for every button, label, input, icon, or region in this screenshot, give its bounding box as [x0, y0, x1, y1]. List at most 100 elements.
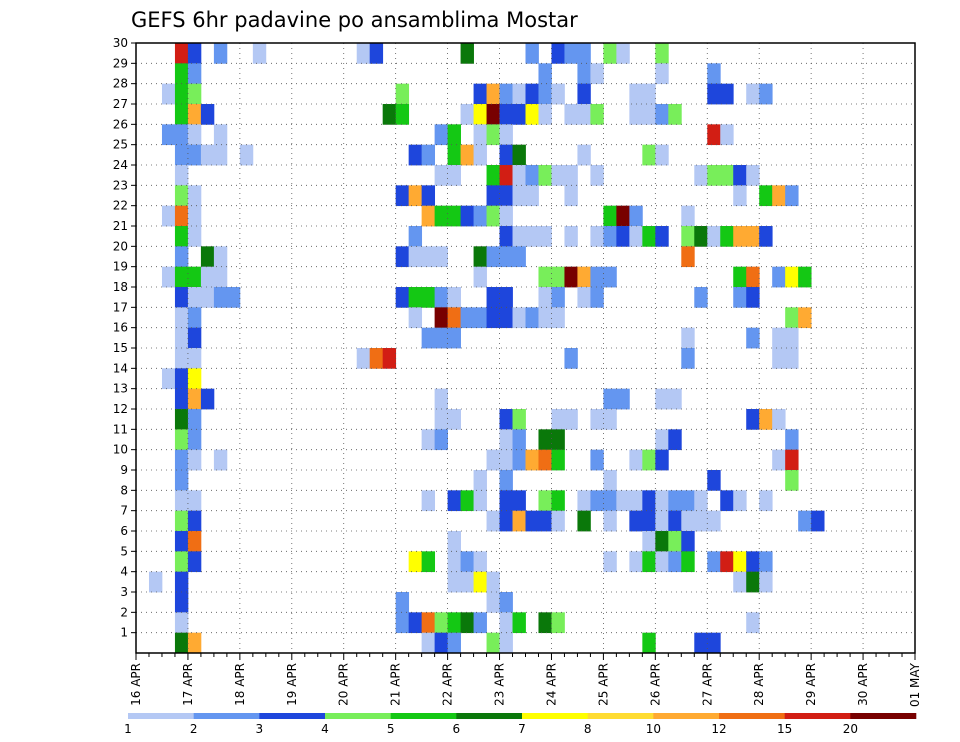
heatmap-cell	[564, 165, 578, 186]
heatmap-cell	[785, 327, 799, 349]
x-tick-label: 17 APR	[181, 663, 195, 706]
heatmap-cell	[668, 429, 682, 451]
heatmap-cell	[642, 551, 656, 573]
heatmap-cell	[668, 551, 682, 573]
heatmap-cell	[200, 266, 215, 288]
heatmap-cell	[187, 104, 202, 125]
x-tick-label: 20 APR	[337, 663, 351, 706]
heatmap-cell	[187, 490, 202, 512]
heatmap-cell	[187, 287, 202, 308]
heatmap-cell	[629, 551, 643, 573]
heatmap-cell	[525, 185, 539, 207]
heatmap-cell	[525, 104, 539, 125]
heatmap-cell	[655, 144, 669, 166]
heatmap-cell	[369, 43, 384, 64]
heatmap-cell	[551, 449, 565, 471]
y-tick-label: 17	[113, 300, 128, 314]
heatmap-cell	[447, 409, 461, 430]
y-tick-label: 9	[120, 463, 128, 477]
y-tick-label: 16	[113, 321, 128, 335]
heatmap-cell	[590, 409, 604, 430]
heatmap-cell	[720, 83, 734, 105]
heatmap-cell	[720, 490, 734, 512]
heatmap-cell	[538, 490, 552, 512]
heatmap-cell	[681, 551, 695, 573]
heatmap-cell	[512, 83, 526, 105]
heatmap-cell	[772, 266, 786, 288]
heatmap-cell	[187, 409, 202, 430]
heatmap-cell	[720, 165, 734, 186]
heatmap-cell	[785, 266, 799, 288]
heatmap-cell	[213, 43, 228, 64]
heatmap-cell	[434, 246, 448, 268]
heatmap-cell	[161, 205, 176, 227]
heatmap-cell	[707, 63, 721, 85]
heatmap-cell	[239, 144, 254, 166]
heatmap-cell	[525, 83, 539, 105]
heatmap-cell	[642, 510, 656, 532]
heatmap-cell	[408, 226, 423, 247]
heatmap-cell	[174, 185, 189, 207]
heatmap-cell	[213, 287, 228, 308]
heatmap-cell	[772, 409, 786, 430]
heatmap-cell	[564, 409, 578, 430]
heatmap-cell	[603, 226, 617, 247]
heatmap-cell	[616, 490, 630, 512]
heatmap-cell	[174, 429, 189, 451]
heatmap-cell	[395, 185, 410, 207]
heatmap-cell	[499, 104, 513, 125]
heatmap-cell	[486, 592, 500, 613]
heatmap-cell	[421, 490, 436, 512]
heatmap-cell	[434, 632, 448, 654]
heatmap-cell	[746, 226, 760, 247]
heatmap-cell	[447, 490, 461, 512]
x-tick-label: 22 APR	[441, 663, 455, 706]
colorbar-label: 7	[518, 722, 526, 736]
y-tick-label: 11	[113, 422, 128, 436]
colorbar-swatch	[784, 713, 851, 719]
heatmap-cell	[551, 612, 565, 634]
heatmap-cell	[772, 185, 786, 207]
heatmap-cell	[447, 124, 461, 146]
heatmap-cell	[746, 266, 760, 288]
heatmap-cell	[681, 205, 695, 227]
heatmap-cell	[499, 205, 513, 227]
heatmap-cell	[460, 490, 474, 512]
x-tick-label: 16 APR	[129, 663, 143, 706]
heatmap-cell	[590, 165, 604, 186]
heatmap-cell	[395, 287, 410, 308]
heatmap-cell	[590, 266, 604, 288]
heatmap-cell	[538, 612, 552, 634]
heatmap-cell	[564, 43, 578, 64]
colorbar-label: 10	[646, 722, 661, 736]
heatmap-cell	[187, 429, 202, 451]
x-tick-label: 01 MAY	[908, 662, 922, 707]
heatmap-cell	[200, 104, 215, 125]
heatmap-cell	[590, 287, 604, 308]
heatmap-cell	[694, 287, 708, 308]
heatmap-cell	[746, 165, 760, 186]
y-tick-label: 6	[120, 524, 128, 538]
heatmap-cell	[226, 287, 241, 308]
heatmap-cell	[551, 43, 565, 64]
heatmap-cell	[772, 348, 786, 369]
y-tick-label: 25	[113, 138, 128, 152]
heatmap-cell	[642, 490, 656, 512]
heatmap-cell	[629, 205, 643, 227]
heatmap-cell	[187, 185, 202, 207]
heatmap-cell	[486, 104, 500, 125]
heatmap-cell	[551, 409, 565, 430]
colorbar-label: 5	[387, 722, 395, 736]
heatmap-cell	[759, 490, 773, 512]
heatmap-cell	[408, 185, 423, 207]
heatmap-cell	[486, 632, 500, 654]
heatmap-cell	[655, 226, 669, 247]
heatmap-cell	[473, 470, 487, 491]
heatmap-cell	[174, 571, 189, 593]
heatmap-cell	[187, 632, 202, 654]
heatmap-cell	[798, 510, 812, 532]
heatmap-cell	[473, 246, 487, 268]
heatmap-cell	[434, 205, 448, 227]
heatmap-cell	[187, 531, 202, 552]
heatmap-cell	[447, 205, 461, 227]
